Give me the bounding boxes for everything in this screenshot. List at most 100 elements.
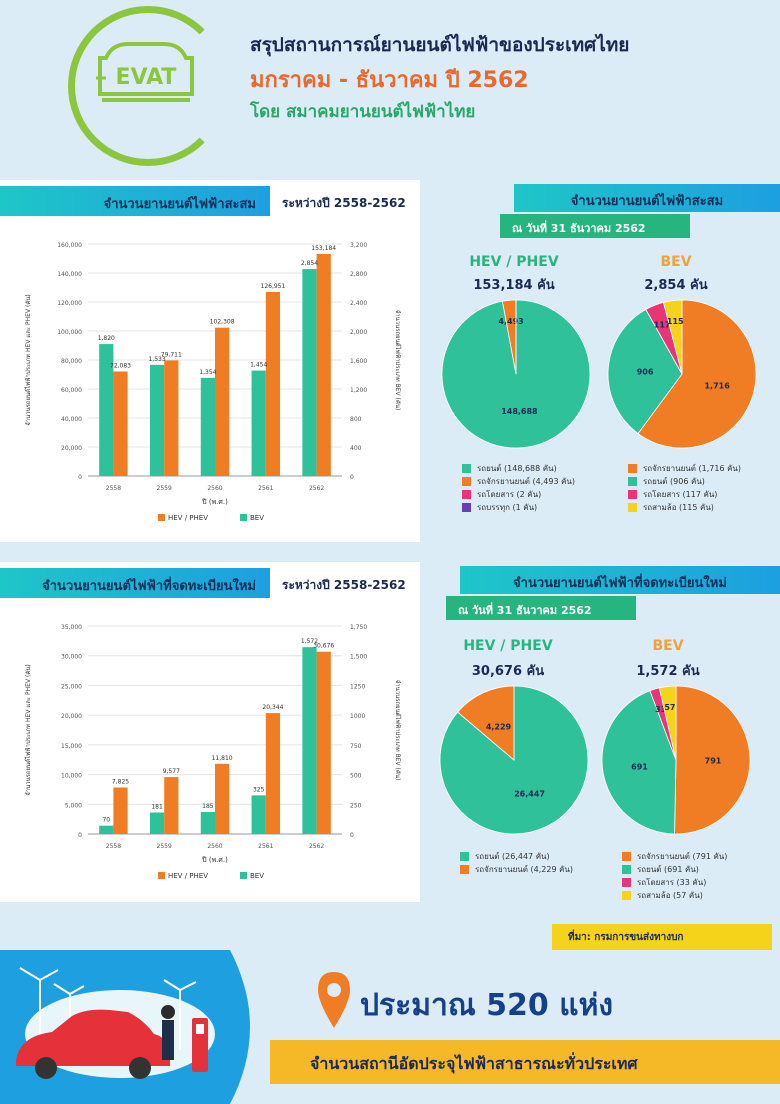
y-tick-right: 0 bbox=[350, 474, 354, 481]
y-tick-right: 1250 bbox=[350, 683, 365, 690]
bar-hev bbox=[164, 360, 179, 476]
cumulative-hev-name: HEV / PHEV bbox=[469, 254, 559, 270]
y-tick-left: 30,000 bbox=[61, 654, 82, 661]
y-tick-right: 1,500 bbox=[350, 654, 367, 661]
x-axis-label: ปี (พ.ศ.) bbox=[202, 498, 228, 506]
y-tick-right: 2,800 bbox=[350, 271, 367, 278]
legend-swatch-hev bbox=[158, 514, 165, 521]
pie-slice bbox=[601, 690, 677, 835]
legend-label-hev: HEV / PHEV bbox=[168, 514, 208, 522]
pie-slice-label: 906 bbox=[637, 368, 654, 377]
y-tick-left: 20,000 bbox=[61, 713, 82, 720]
cumulative-hev-total: 153,184 คัน bbox=[473, 278, 555, 293]
bar-hev bbox=[113, 787, 128, 834]
bar-label-hev: 153,184 bbox=[311, 245, 336, 252]
legend-swatch bbox=[460, 852, 469, 861]
x-tick: 2561 bbox=[258, 843, 273, 850]
bar-hev bbox=[265, 713, 281, 834]
bar-label-hev: 20,344 bbox=[262, 704, 283, 711]
bar-label-bev: 2,854 bbox=[301, 260, 318, 267]
legend-swatch bbox=[628, 477, 637, 486]
legend-item: รถจักรยานยนต์ (791 คัน) bbox=[622, 850, 727, 863]
legend-swatch bbox=[462, 477, 471, 486]
bar-label-hev: 7,825 bbox=[112, 778, 129, 785]
legend-item: รถบรรทุก (1 คัน) bbox=[462, 501, 575, 514]
evat-logo: EVAT bbox=[96, 42, 194, 102]
legend-label: รถจักรยานยนต์ (791 คัน) bbox=[637, 852, 728, 861]
legend-label: รถยนต์ (148,688 คัน) bbox=[477, 464, 557, 473]
bar-label-bev: 1,572 bbox=[301, 638, 318, 645]
legend-label: รถบรรทุก (1 คัน) bbox=[477, 503, 538, 512]
cumulative-bev-name: BEV bbox=[660, 254, 692, 270]
new-reg-bev-total: 1,572 คัน bbox=[636, 664, 700, 679]
legend-label-bev: BEV bbox=[250, 514, 264, 522]
source-note: ที่มา: กรมการขนส่งทางบก bbox=[552, 924, 772, 950]
legend-label: รถสามล้อ (57 คัน) bbox=[637, 891, 703, 900]
y-axis-label-left: จำนวนรถยนต์ไฟฟ้าประเภท HEV และ PHEV (คัน… bbox=[24, 664, 32, 796]
legend-label: รถยนต์ (906 คัน) bbox=[643, 477, 705, 486]
bar-bev bbox=[302, 269, 317, 476]
legend-item: รถยนต์ (906 คัน) bbox=[628, 475, 741, 488]
y-tick-left: 80,000 bbox=[61, 358, 82, 365]
pie-slice bbox=[457, 685, 515, 761]
bar-bev bbox=[200, 377, 215, 476]
pie-slice-label: 117 bbox=[654, 321, 671, 330]
bar-hev bbox=[164, 777, 179, 834]
legend-swatch bbox=[462, 490, 471, 499]
y-tick-right: 1,200 bbox=[350, 387, 367, 394]
legend-swatch bbox=[622, 852, 631, 861]
cumulative-bar-chart: 0 20,000 40,000 60,000 80,000 100,000 120,000 1… bbox=[24, 242, 402, 522]
pie-slice-label: 33 bbox=[655, 705, 666, 714]
bar-bev bbox=[251, 795, 266, 834]
cumulative-date: ณ วันที่ 31 ธันวาคม 2562 bbox=[500, 214, 690, 238]
y-tick-right: 1000 bbox=[350, 713, 365, 720]
y-tick-left: 25,000 bbox=[61, 683, 82, 690]
logo-text: EVAT bbox=[116, 65, 177, 90]
legend-swatch-bev bbox=[240, 514, 247, 521]
bar-hev bbox=[316, 253, 331, 476]
x-tick: 2560 bbox=[207, 843, 222, 850]
page-title: สรุปสถานการณ์ยานยนต์ไฟฟ้าของประเทศไทย bbox=[250, 34, 630, 56]
bar-bev bbox=[99, 825, 114, 834]
x-tick: 2562 bbox=[309, 843, 324, 850]
bar-label-hev: 79,711 bbox=[161, 351, 182, 358]
legend-swatch bbox=[460, 865, 469, 874]
bar-bev bbox=[200, 812, 215, 834]
new-reg-bar-panel bbox=[0, 562, 420, 902]
y-tick-left: 60,000 bbox=[61, 387, 82, 394]
y-tick-left: 35,000 bbox=[61, 624, 82, 631]
legend-item: รถจักรยานยนต์ (4,493 คัน) bbox=[462, 475, 575, 488]
new-reg-range: ระหว่างปี 2558-2562 bbox=[282, 578, 406, 592]
y-tick-left: 20,000 bbox=[61, 445, 82, 452]
legend-item: รถจักรยานยนต์ (1,716 คัน) bbox=[628, 462, 741, 475]
cumulative-hev-legend: รถยนต์ (148,688 คัน) รถจักรยานยนต์ (4,493… bbox=[462, 462, 575, 514]
y-tick-left: 0 bbox=[78, 474, 82, 481]
pie-slice bbox=[658, 685, 677, 761]
bar-label-hev: 72,083 bbox=[110, 362, 131, 369]
bar-label-hev: 9,577 bbox=[163, 768, 180, 775]
y-tick-left: 100,000 bbox=[57, 329, 82, 336]
y-tick-left: 120,000 bbox=[57, 300, 82, 307]
pie-slice-label: 26,447 bbox=[514, 790, 545, 799]
y-tick-right: 2,400 bbox=[350, 300, 367, 307]
legend-label-hev: HEV / PHEV bbox=[168, 872, 208, 880]
stations-count: ประมาณ 520 แห่ง bbox=[360, 988, 613, 1023]
new-reg-hev-name: HEV / PHEV bbox=[463, 638, 553, 654]
y-tick-right: 2,000 bbox=[350, 329, 367, 336]
y-tick-right: 750 bbox=[350, 743, 362, 750]
y-axis-label-right: จำนวนรถยนต์ไฟฟ้าประเภท BEV (คัน) bbox=[394, 310, 402, 411]
legend-label: รถจักรยานยนต์ (4,229 คัน) bbox=[475, 865, 574, 874]
legend-swatch bbox=[462, 503, 471, 512]
bar-label-bev: 70 bbox=[102, 817, 110, 824]
legend-label: รถสามล้อ (115 คัน) bbox=[643, 503, 714, 512]
bar-hev bbox=[113, 371, 128, 476]
legend-label: รถจักรยานยนต์ (4,493 คัน) bbox=[477, 477, 576, 486]
bar-label-bev: 1,354 bbox=[199, 369, 216, 376]
bar-label-bev: 1,454 bbox=[250, 362, 267, 369]
new-reg-bar-title: จำนวนยานยนต์ไฟฟ้าที่จดทะเบียนใหม่ bbox=[0, 568, 270, 598]
car-icon bbox=[16, 1009, 170, 1066]
page-period: มกราคม - ธันวาคม ปี 2562 bbox=[250, 68, 529, 93]
cumulative-bar-panel bbox=[0, 180, 420, 542]
new-reg-bev-legend: รถจักรยานยนต์ (791 คัน) รถยนต์ (691 คัน) ร… bbox=[622, 850, 727, 902]
page-author: โดย สมาคมยานยนต์ไฟฟ้าไทย bbox=[250, 102, 476, 122]
